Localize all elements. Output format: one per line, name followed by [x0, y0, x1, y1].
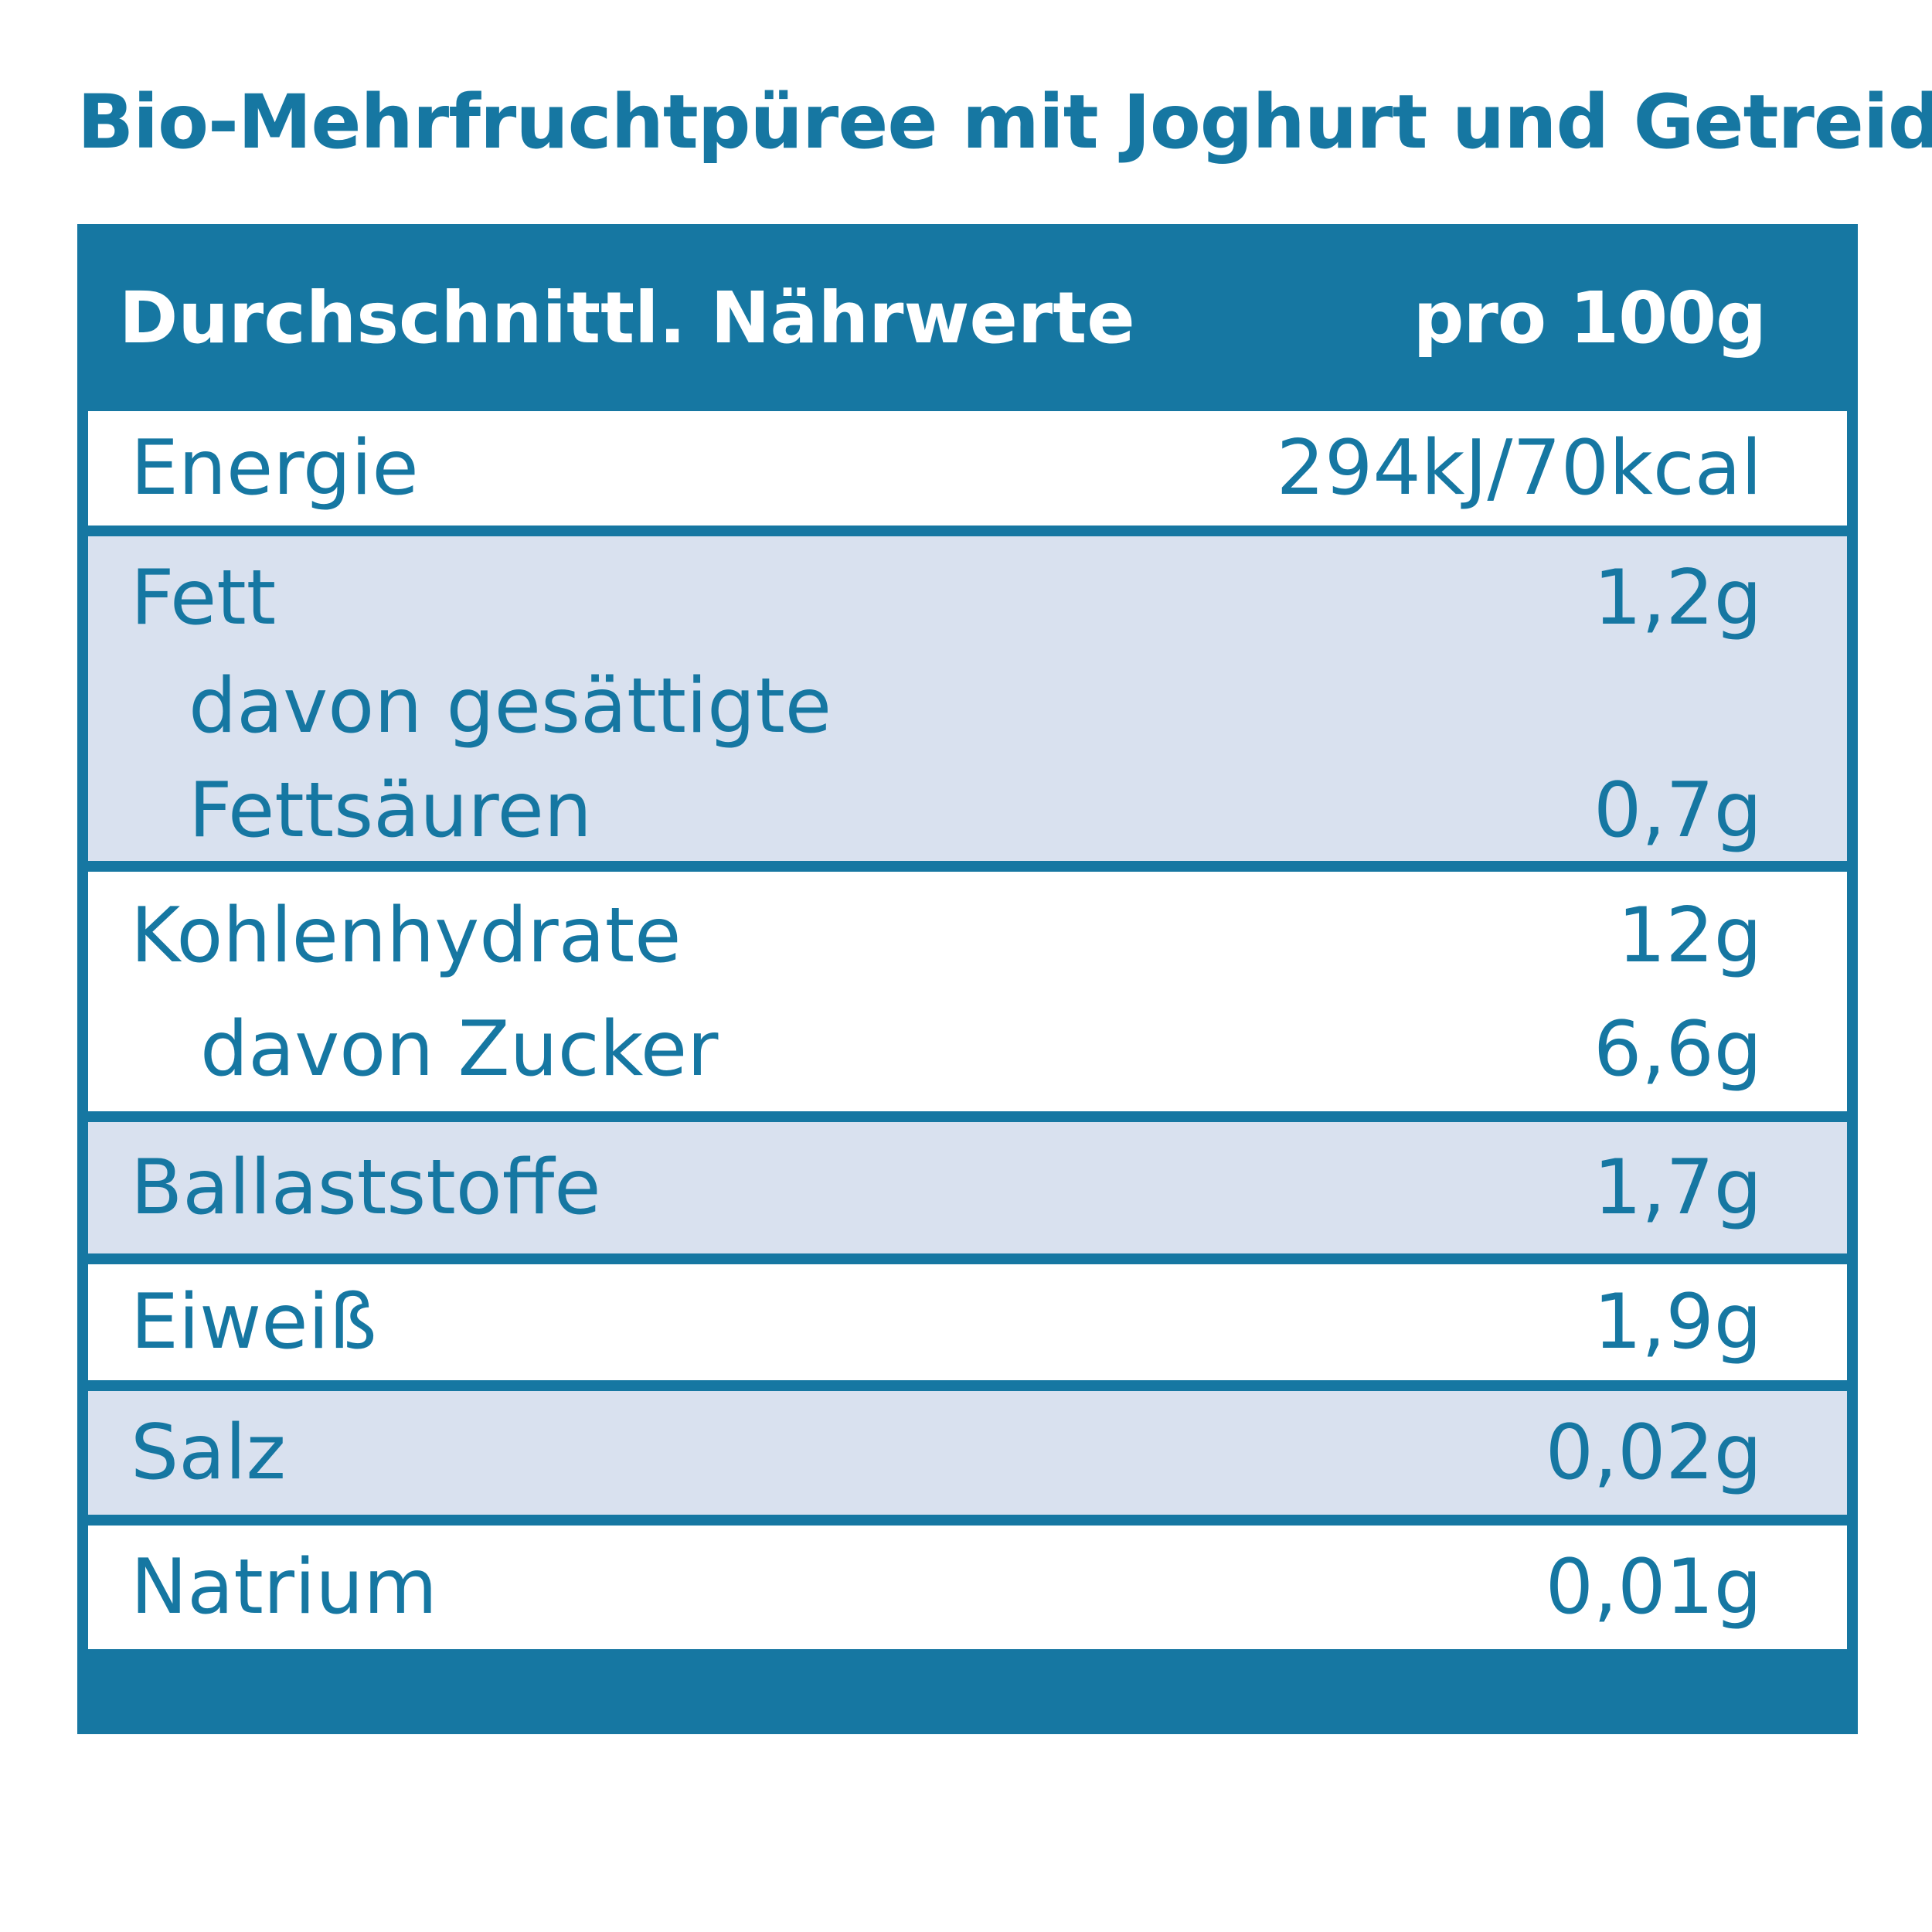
row-salz: Salz 0,02g	[88, 1391, 1847, 1515]
value-salz: 0,02g	[1545, 1409, 1762, 1497]
row-fett: Fett 1,2g davon gesättigte Fettsäuren 0,…	[88, 536, 1847, 861]
row-energie: Energie 294kJ/70kcal	[88, 411, 1847, 526]
table-header: Durchschnittl. Nährwerte pro 100g	[88, 224, 1847, 411]
header-label: Durchschnittl. Nährwerte	[119, 276, 1135, 359]
label-energie: Energie	[131, 424, 419, 512]
value-ballaststoffe: 1,7g	[1593, 1144, 1762, 1232]
row-kohlenhydrate: Kohlenhydrate 12g davon Zucker 6,6g	[88, 872, 1847, 1111]
value-eiweiss: 1,9g	[1593, 1278, 1762, 1366]
label-natrium: Natrium	[131, 1543, 437, 1631]
value-kohlenhydrate: 12g	[1617, 891, 1762, 980]
value-energie: 294kJ/70kcal	[1276, 424, 1762, 512]
label-salz: Salz	[131, 1409, 286, 1497]
header-per-100g: pro 100g	[1413, 276, 1767, 359]
value-fettsaeuren: 0,7g	[1593, 767, 1762, 855]
label-eiweiss: Eiweiß	[131, 1278, 377, 1366]
label-kohlenhydrate: Kohlenhydrate	[131, 891, 682, 980]
label-ballaststoffe: Ballaststoffe	[131, 1144, 601, 1232]
label-fett: Fett	[131, 554, 277, 642]
label-zucker: davon Zucker	[200, 1005, 719, 1094]
value-natrium: 0,01g	[1545, 1543, 1762, 1631]
nutrition-table: Durchschnittl. Nährwerte pro 100g Energi…	[77, 224, 1858, 1734]
value-zucker: 6,6g	[1593, 1005, 1762, 1094]
row-ballaststoffe: Ballaststoffe 1,7g	[88, 1122, 1847, 1253]
label-gesaettigte: davon gesättigte	[189, 662, 832, 750]
nutrition-rows: Energie 294kJ/70kcal Fett 1,2g davon ges…	[88, 411, 1847, 1649]
value-fett: 1,2g	[1593, 554, 1762, 642]
row-eiweiss: Eiweiß 1,9g	[88, 1264, 1847, 1380]
row-natrium: Natrium 0,01g	[88, 1526, 1847, 1649]
product-title: Bio-Mehrfruchtpüree mit Joghurt und Getr…	[77, 79, 1932, 165]
label-fettsaeuren: Fettsäuren	[189, 767, 592, 855]
